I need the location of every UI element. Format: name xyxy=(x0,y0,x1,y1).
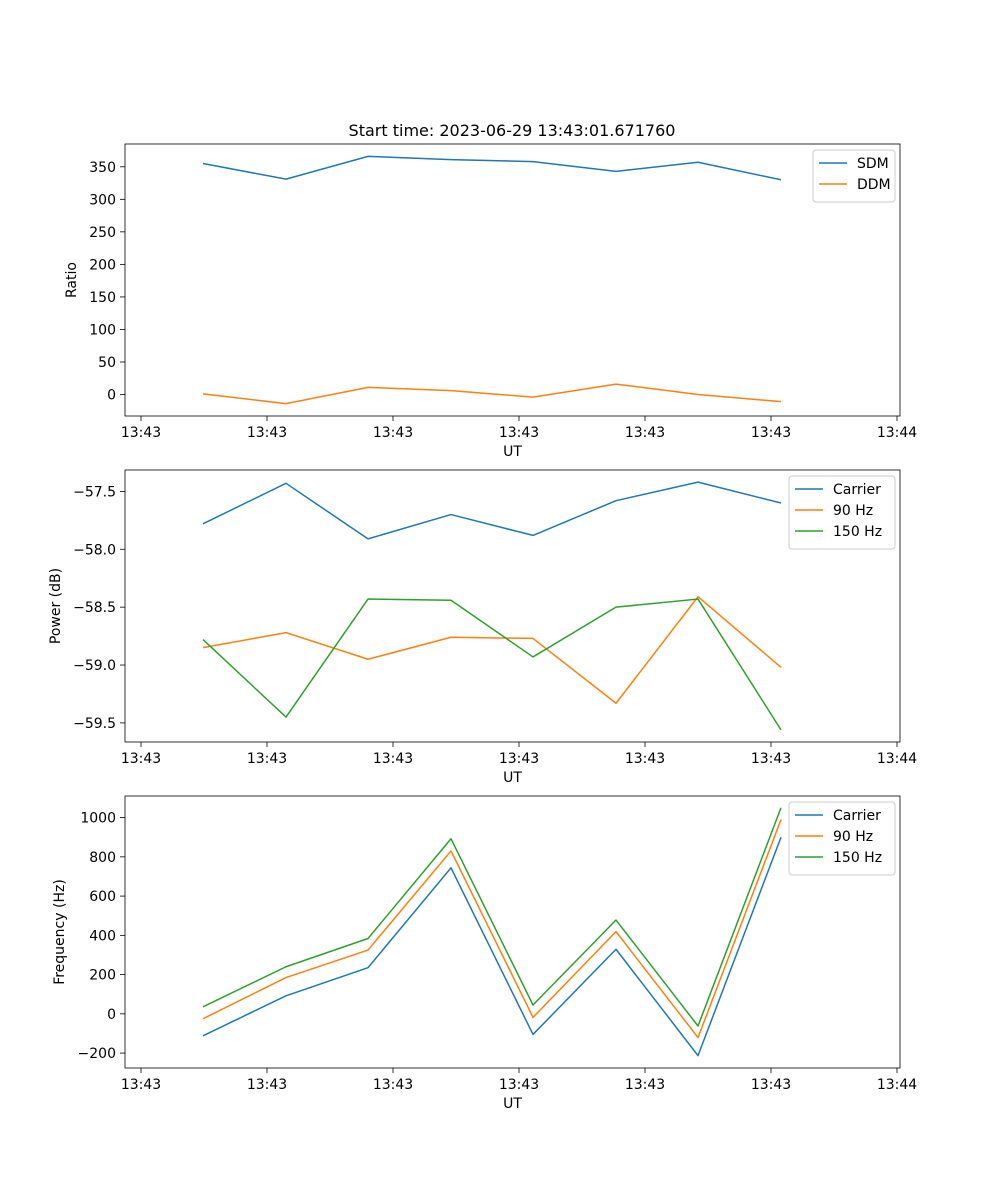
y-tick-label: 100 xyxy=(89,322,116,338)
y-tick-label: 800 xyxy=(89,850,116,866)
x-tick-label: 13:43 xyxy=(499,751,539,767)
series-line-1 xyxy=(202,836,782,1057)
y-axis-label: Power (dB) xyxy=(48,568,64,644)
legend-label: 90 Hz xyxy=(833,503,873,519)
y-tick-label: −59.5 xyxy=(73,716,116,732)
x-axis-label: UT xyxy=(503,444,522,460)
legend-label: 90 Hz xyxy=(833,829,873,845)
chart-title: Start time: 2023-06-29 13:43:01.671760 xyxy=(349,121,676,140)
x-tick-label: 13:43 xyxy=(625,425,665,441)
y-tick-label: −200 xyxy=(78,1046,116,1062)
series-line-2 xyxy=(202,595,782,704)
series-line-2 xyxy=(202,383,782,405)
x-tick-label: 13:43 xyxy=(121,751,161,767)
x-axis-label: UT xyxy=(503,770,522,786)
legend-label: 150 Hz xyxy=(833,524,882,540)
y-tick-label: −57.5 xyxy=(73,484,116,500)
panels: 13:43 13:43 13:43 13:43 13:43 13:43 13:44 0 50 10… xyxy=(48,143,917,1112)
x-tick-label: 13:43 xyxy=(247,425,287,441)
legend-label: SDM xyxy=(857,156,889,172)
x-tick-label: 13:43 xyxy=(121,425,161,441)
x-tick-label: 13:43 xyxy=(373,751,413,767)
axes-frame xyxy=(124,143,901,417)
y-tick-label: 300 xyxy=(89,192,116,208)
y-tick-label: −59.0 xyxy=(73,658,116,674)
x-tick-label: 13:44 xyxy=(877,751,917,767)
panel-2: 13:43 13:43 13:43 13:43 13:43 13:43 13:44 −57.5… xyxy=(48,469,917,786)
y-axis-label: Ratio xyxy=(64,262,80,298)
axes-frame xyxy=(124,469,901,743)
legend-label: Carrier xyxy=(833,482,881,498)
y-tick-label: 600 xyxy=(89,889,116,905)
x-tick-label: 13:44 xyxy=(877,1077,917,1093)
legend-label: Carrier xyxy=(833,808,881,824)
y-tick-label: 1000 xyxy=(80,811,116,827)
y-tick-label: 200 xyxy=(89,968,116,984)
y-tick-label: 250 xyxy=(89,225,116,241)
x-tick-label: 13:43 xyxy=(499,425,539,441)
y-tick-label: 200 xyxy=(89,257,116,273)
axes-frame xyxy=(124,795,901,1069)
x-tick-label: 13:43 xyxy=(247,751,287,767)
panel-1: 13:43 13:43 13:43 13:43 13:43 13:43 13:44 0 50 10… xyxy=(64,143,917,460)
x-tick-label: 13:43 xyxy=(373,1077,413,1093)
y-tick-label: 350 xyxy=(89,160,116,176)
series-line-3 xyxy=(202,807,782,1027)
x-tick-label: 13:43 xyxy=(625,1077,665,1093)
y-tick-label: −58.0 xyxy=(73,542,116,558)
x-tick-label: 13:43 xyxy=(751,1077,791,1093)
x-tick-label: 13:43 xyxy=(751,425,791,441)
series-line-3 xyxy=(202,598,782,731)
y-axis-label: Frequency (Hz) xyxy=(52,879,68,985)
y-tick-label: 0 xyxy=(107,1007,116,1023)
series-line-2 xyxy=(202,819,782,1039)
y-tick-label: 400 xyxy=(89,928,116,944)
series-line-1 xyxy=(202,155,782,181)
x-tick-label: 13:43 xyxy=(121,1077,161,1093)
x-tick-label: 13:43 xyxy=(373,425,413,441)
x-tick-label: 13:43 xyxy=(499,1077,539,1093)
y-tick-label: 0 xyxy=(107,388,116,404)
legend-label: DDM xyxy=(857,177,891,193)
series-line-1 xyxy=(202,481,782,540)
y-tick-label: −58.5 xyxy=(73,600,116,616)
x-tick-label: 13:43 xyxy=(625,751,665,767)
legend: Carrier 90 Hz 150 Hz xyxy=(788,475,896,550)
legend: SDM DDM xyxy=(812,149,896,203)
legend-label: 150 Hz xyxy=(833,850,882,866)
y-tick-label: 50 xyxy=(98,355,116,371)
panel-3: 13:43 13:43 13:43 13:43 13:43 13:43 13:44 −200 0… xyxy=(52,795,917,1112)
legend: Carrier 90 Hz 150 Hz xyxy=(788,801,896,876)
x-tick-label: 13:43 xyxy=(247,1077,287,1093)
x-tick-label: 13:43 xyxy=(751,751,791,767)
x-axis-label: UT xyxy=(503,1096,522,1112)
y-tick-label: 150 xyxy=(89,290,116,306)
x-tick-label: 13:44 xyxy=(877,425,917,441)
